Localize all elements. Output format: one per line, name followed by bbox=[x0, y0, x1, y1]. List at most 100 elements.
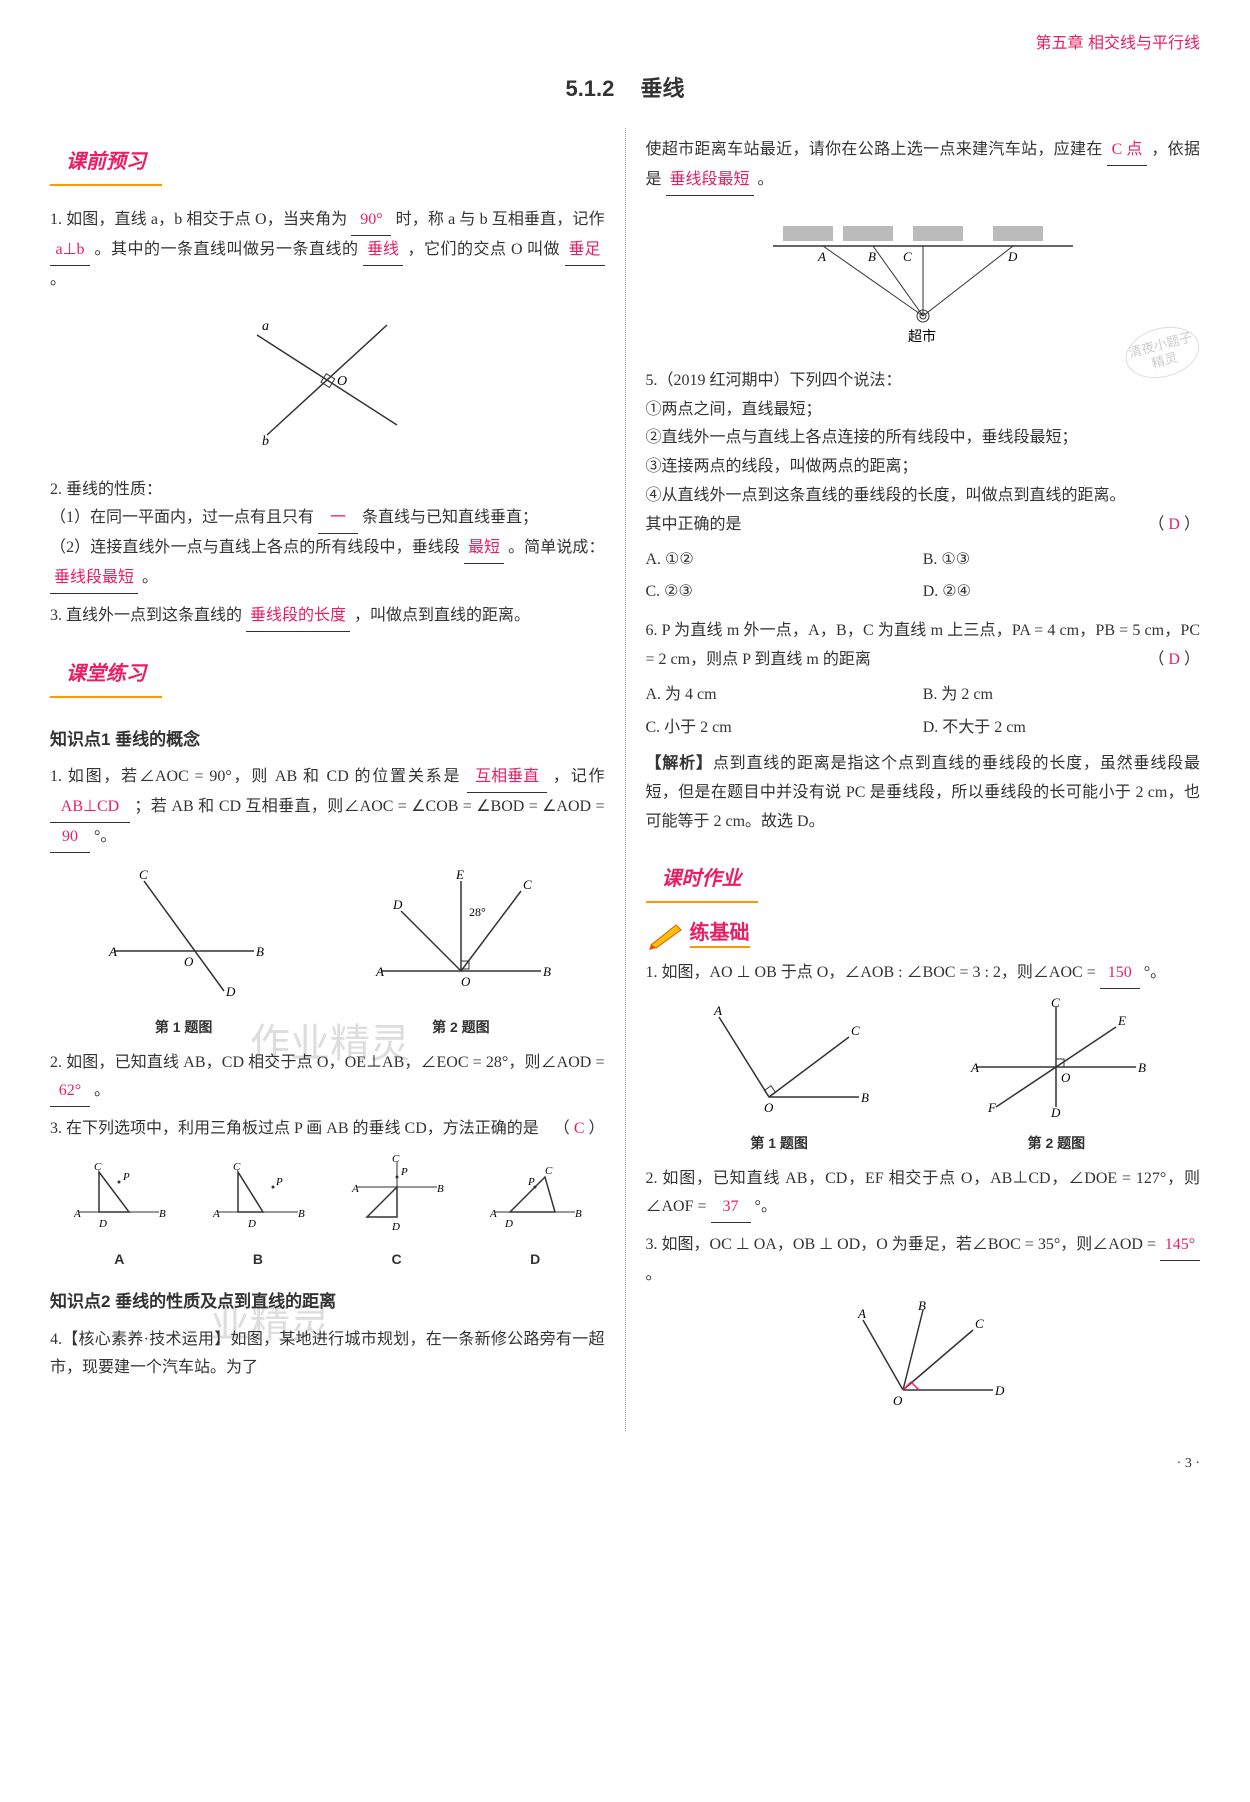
practice-problem-1: 1. 如图，若∠AOC = 90°，则 AB 和 CD 的位置关系是 互相垂直 … bbox=[50, 763, 605, 852]
svg-text:D: D bbox=[1007, 249, 1018, 264]
option-b: B bbox=[208, 1247, 308, 1272]
svg-text:A: A bbox=[817, 249, 826, 264]
basics-icon-row: 练基础 bbox=[646, 915, 1201, 951]
explanation-text: 点到直线的距离是指这个点到直线的垂线段的长度，虽然垂线段最短，但是在题目中并没有… bbox=[646, 755, 1201, 830]
svg-text:E: E bbox=[1117, 1013, 1126, 1028]
blank-length: 垂线段的长度 bbox=[246, 602, 350, 632]
practice-figures-1-2: A B C D O 第 1 题图 A B C D bbox=[50, 861, 605, 1041]
blank-angle90: 90 bbox=[50, 823, 90, 853]
preview-badge: 课前预习 bbox=[50, 140, 162, 186]
option-b: B. 为 2 cm bbox=[923, 679, 1200, 712]
blank-point-c: C 点 bbox=[1107, 136, 1147, 166]
problem-4-continued: 使超市距离车站最近，请你在公路上选一点来建汽车站，应建在 C 点 ，依据是 垂线… bbox=[646, 136, 1201, 196]
svg-text:O: O bbox=[337, 374, 347, 389]
blank-shortest: 最短 bbox=[464, 534, 504, 564]
blank-notation2: AB⊥CD bbox=[50, 793, 130, 823]
svg-text:超市: 超市 bbox=[908, 328, 936, 345]
svg-text:P: P bbox=[400, 1166, 408, 1178]
svg-text:C: C bbox=[392, 1153, 400, 1165]
svg-text:C: C bbox=[1051, 997, 1060, 1010]
practice-problem-2: 2. 如图，已知直线 AB，CD 相交于点 O，OE⊥AB，∠EOC = 28°… bbox=[50, 1049, 605, 1108]
text: 。 bbox=[758, 171, 774, 188]
svg-text:F: F bbox=[987, 1100, 997, 1115]
practice-problem-3-options: A B C P D A A B C P D bbox=[50, 1152, 605, 1272]
text: 3. 直线外一点到这条直线的 bbox=[50, 607, 242, 624]
preview-problem-2: 2. 垂线的性质： （1）在同一平面内，过一点有且只有 一 条直线与已知直线垂直… bbox=[50, 476, 605, 594]
homework-badge: 课时作业 bbox=[646, 857, 758, 903]
text: 5.（2019 红河期中）下列四个说法： bbox=[646, 367, 1201, 396]
svg-text:28°: 28° bbox=[469, 905, 486, 919]
svg-text:C: C bbox=[523, 877, 532, 892]
option-d: D bbox=[485, 1247, 585, 1272]
option-c: C. 小于 2 cm bbox=[646, 712, 923, 745]
svg-text:A: A bbox=[73, 1208, 81, 1220]
text: 6. P 为直线 m 外一点，A，B，C 为直线 m 上三点，PA = 4 cm… bbox=[646, 622, 1201, 668]
basics-label: 练基础 bbox=[690, 922, 750, 948]
svg-text:O: O bbox=[1061, 1070, 1071, 1085]
text: 。简单说成： bbox=[508, 539, 604, 556]
explanation-label: 【解析】 bbox=[646, 755, 713, 772]
svg-text:D: D bbox=[391, 1221, 400, 1232]
figure-road: A B C D 超市 bbox=[646, 206, 1201, 357]
homework-problem-2: 2. 如图，已知直线 AB，CD，EF 相交于点 O，AB⊥CD，∠DOE = … bbox=[646, 1165, 1201, 1224]
text: 。 bbox=[646, 1266, 662, 1283]
svg-text:B: B bbox=[298, 1208, 305, 1220]
option-d: D. 不大于 2 cm bbox=[923, 712, 1200, 745]
svg-text:O: O bbox=[893, 1393, 903, 1408]
svg-text:D: D bbox=[504, 1218, 513, 1230]
text: ，叫做点到直线的距离。 bbox=[354, 607, 530, 624]
svg-text:A: A bbox=[375, 964, 384, 979]
svg-text:B: B bbox=[861, 1090, 869, 1105]
text: 3. 如图，OC ⊥ OA，OB ⊥ OD，O 为垂足，若∠BOC = 35°，… bbox=[646, 1236, 1156, 1253]
svg-text:D: D bbox=[98, 1218, 107, 1230]
svg-text:B: B bbox=[1138, 1060, 1146, 1075]
svg-text:D: D bbox=[1050, 1105, 1061, 1117]
option-c: C. ②③ bbox=[646, 576, 923, 609]
answer-3: C bbox=[574, 1120, 585, 1137]
svg-text:b: b bbox=[262, 434, 269, 449]
practice-problem-3: 3. 在下列选项中，利用三角板过点 P 画 AB 的垂线 CD，方法正确的是 （… bbox=[50, 1115, 605, 1144]
text: 4.【核心素养·技术运用】如图，某地进行城市规划，在一条新修公路旁有一超市，现要… bbox=[50, 1331, 605, 1377]
knowledge-point-1: 知识点1 垂线的概念 bbox=[50, 725, 605, 756]
hw-fig-label-1: 第 1 题图 bbox=[689, 1131, 869, 1156]
right-column: 使超市距离车站最近，请你在公路上选一点来建汽车站，应建在 C 点 ，依据是 垂线… bbox=[646, 128, 1201, 1430]
option-a: A bbox=[69, 1247, 169, 1272]
svg-text:A: A bbox=[489, 1208, 497, 1220]
blank-foot: 垂足 bbox=[565, 236, 605, 266]
option-a: A. 为 4 cm bbox=[646, 679, 923, 712]
item-2: ②直线外一点与直线上各点连接的所有线段中，垂线段最短； bbox=[646, 424, 1201, 453]
option-b: B. ①③ bbox=[923, 544, 1200, 577]
blank-reason: 垂线段最短 bbox=[666, 166, 754, 196]
text: （2）连接直线外一点与直线上各点的所有线段中，垂线段 bbox=[50, 539, 460, 556]
homework-problem-1: 1. 如图，AO ⊥ OB 于点 O，∠AOB : ∠BOC = 3 : 2，则… bbox=[646, 959, 1201, 989]
homework-figures-1-2: A B C O 第 1 题图 A B C D E F bbox=[646, 997, 1201, 1157]
text: 。其中的一条直线叫做另一条直线的 bbox=[95, 241, 359, 258]
svg-text:P: P bbox=[275, 1176, 283, 1188]
svg-text:C: C bbox=[94, 1161, 102, 1173]
option-c: C bbox=[347, 1247, 447, 1272]
svg-text:A: A bbox=[351, 1183, 359, 1195]
blank-phrase: 垂线段最短 bbox=[50, 564, 138, 594]
svg-text:E: E bbox=[455, 867, 464, 882]
fig-label-1: 第 1 题图 bbox=[94, 1015, 274, 1040]
svg-text:A: A bbox=[212, 1208, 220, 1220]
svg-text:C: C bbox=[851, 1023, 860, 1038]
svg-text:C: C bbox=[545, 1165, 553, 1177]
text: 条直线与已知直线垂直； bbox=[362, 509, 538, 526]
item-3: ③连接两点的线段，叫做两点的距离； bbox=[646, 453, 1201, 482]
svg-text:C: C bbox=[139, 867, 148, 882]
text: 1. 如图，若∠AOC = 90°，则 AB 和 CD 的位置关系是 bbox=[50, 768, 461, 785]
svg-text:B: B bbox=[437, 1183, 444, 1195]
svg-text:O: O bbox=[184, 954, 194, 969]
svg-text:C: C bbox=[233, 1161, 241, 1173]
section-name: 垂线 bbox=[641, 76, 685, 101]
blank-perp: 互相垂直 bbox=[467, 763, 547, 793]
answer-5: D bbox=[1168, 516, 1180, 533]
fig-label-2: 第 2 题图 bbox=[361, 1015, 561, 1040]
page-number: · 3 · bbox=[50, 1451, 1200, 1476]
text: 其中正确的是 bbox=[646, 516, 742, 533]
text: 2. 如图，已知直线 AB，CD 相交于点 O，OE⊥AB，∠EOC = 28°… bbox=[50, 1054, 605, 1071]
text: °。 bbox=[1144, 964, 1166, 981]
problem-6: 6. P 为直线 m 外一点，A，B，C 为直线 m 上三点，PA = 4 cm… bbox=[646, 617, 1201, 837]
blank-count: 一 bbox=[318, 504, 358, 534]
